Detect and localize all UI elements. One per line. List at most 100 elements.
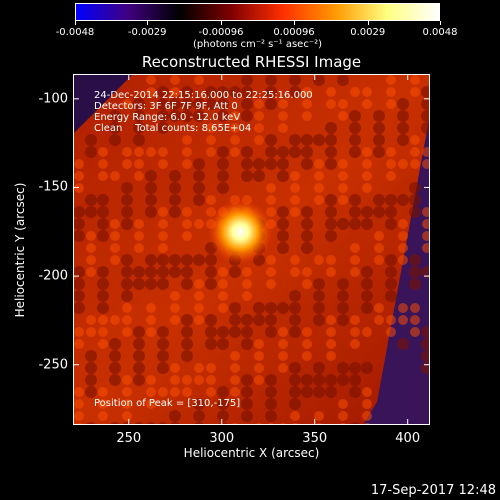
annotation-time-range: 24-Dec-2014 22:15:16.000 to 22:25:16.000 (94, 90, 313, 101)
heatmap-cell-dark (217, 182, 229, 194)
heatmap-cell-dark (385, 278, 397, 290)
heatmap-cell-bright (338, 183, 348, 193)
heatmap-cell-bright (386, 327, 396, 337)
heatmap-cell-dark (385, 194, 397, 206)
heatmap-cell-dark (193, 170, 205, 182)
heatmap-cell-dark (253, 302, 265, 314)
heatmap-cell-dark (145, 170, 157, 182)
heatmap-cell-dark (145, 206, 157, 218)
heatmap-cell-bright (158, 207, 168, 217)
heatmap-cell-bright (362, 87, 372, 97)
heatmap-cell-dark (385, 206, 397, 218)
heatmap-cell-bright (302, 87, 312, 97)
heatmap-cell-bright (254, 99, 264, 109)
heatmap-cell-dark (145, 278, 157, 290)
heatmap-cell-dark (145, 194, 157, 206)
heatmap-cell-dark (157, 86, 169, 98)
heatmap-cell-bright (122, 159, 132, 169)
heatmap-cell-bright (314, 159, 324, 169)
heatmap-cell-bright (170, 87, 180, 97)
heatmap-cell-dark (205, 266, 217, 278)
heatmap-cell-bright (422, 243, 430, 253)
y-tick-label: -200 (38, 268, 68, 284)
heatmap-cell-dark (193, 398, 205, 410)
heatmap-cell-dark (289, 134, 301, 146)
heatmap-cell-bright (74, 399, 84, 409)
heatmap-cell-dark (349, 122, 361, 134)
colorbar-tick-label: 0.0029 (350, 27, 386, 38)
heatmap-cell-dark (205, 314, 217, 326)
heatmap-cell-dark (217, 398, 229, 410)
heatmap-cell-bright (350, 267, 360, 277)
colorbar-unit-label: (photons cm⁻² s⁻¹ asec⁻²) (192, 39, 323, 50)
heatmap-cell-dark (277, 146, 289, 158)
heatmap-cell-bright (146, 387, 156, 397)
heatmap-cell-bright (338, 399, 348, 409)
heatmap-cell-bright (314, 411, 324, 421)
x-axis-label: Heliocentric X (arcsec) (183, 446, 320, 460)
heatmap-cell-bright (86, 327, 96, 337)
heatmap-cell-bright (410, 135, 420, 145)
heatmap-cell-bright (74, 171, 84, 181)
heatmap-cell-dark (133, 134, 145, 146)
heatmap-cell-bright (146, 315, 156, 325)
heatmap-cell-dark (289, 314, 301, 326)
heatmap-cell-dark (349, 374, 361, 386)
heatmap-cell-dark (265, 74, 277, 86)
heatmap-cell-bright (218, 291, 228, 301)
heatmap-cell-dark (121, 266, 133, 278)
heatmap-cell-bright (98, 315, 108, 325)
heatmap-cell-bright (290, 207, 300, 217)
heatmap-cell-dark (109, 362, 121, 374)
heatmap-cell-dark (73, 206, 85, 218)
heatmap-cell-dark (217, 158, 229, 170)
heatmap-cell-bright (122, 303, 132, 313)
heatmap-cell-dark (253, 158, 265, 170)
heatmap-cell-bright (158, 219, 168, 229)
heatmap-cell-dark (301, 146, 313, 158)
heatmap-cell-dark (193, 182, 205, 194)
heatmap-cell-bright (170, 75, 180, 85)
heatmap-cell-bright (158, 243, 168, 253)
heatmap-cell-bright (302, 99, 312, 109)
heatmap-cell-bright (98, 159, 108, 169)
heatmap-cell-dark (361, 278, 373, 290)
heatmap-cell-bright (110, 243, 120, 253)
heatmap-cell-dark (229, 86, 241, 98)
heatmap-cell-bright (314, 171, 324, 181)
heatmap-cell-bright (386, 75, 396, 85)
heatmap-cell-bright (98, 171, 108, 181)
heatmap-cell-bright (122, 399, 132, 409)
heatmap-cell-bright (410, 159, 420, 169)
heatmap-cell-dark (421, 326, 430, 338)
heatmap-cell-bright (74, 339, 84, 349)
heatmap-cell-dark (289, 362, 301, 374)
heatmap-cell-bright (350, 87, 360, 97)
heatmap-cell-dark (169, 266, 181, 278)
heatmap-cell-bright (134, 147, 144, 157)
heatmap-cell-bright (134, 219, 144, 229)
heatmap-cell-dark (217, 86, 229, 98)
heatmap-cell-bright (302, 351, 312, 361)
heatmap-cell-dark (253, 314, 265, 326)
heatmap-cell-bright (86, 255, 96, 265)
heatmap-cell-bright (230, 123, 240, 133)
heatmap-cell-dark (181, 314, 193, 326)
heatmap-cell-dark (133, 362, 145, 374)
heatmap-cell-bright (122, 99, 132, 109)
heatmap-cell-dark (361, 218, 373, 230)
heatmap-cell-dark (193, 194, 205, 206)
heatmap-cell-dark (85, 362, 97, 374)
heatmap-cell-dark (241, 170, 253, 182)
colorbar-tick-label: 0.00096 (273, 27, 315, 38)
heatmap-cell-dark (349, 110, 361, 122)
heatmap-cell-bright (206, 123, 216, 133)
heatmap-cell-dark (361, 290, 373, 302)
heatmap-cell-dark (181, 326, 193, 338)
heatmap-cell-bright (194, 303, 204, 313)
heatmap-cell-dark (265, 86, 277, 98)
heatmap-cell-dark (157, 362, 169, 374)
heatmap-cell-bright (134, 171, 144, 181)
heatmap-cell-dark (373, 134, 385, 146)
heatmap-cell-dark (97, 266, 109, 278)
